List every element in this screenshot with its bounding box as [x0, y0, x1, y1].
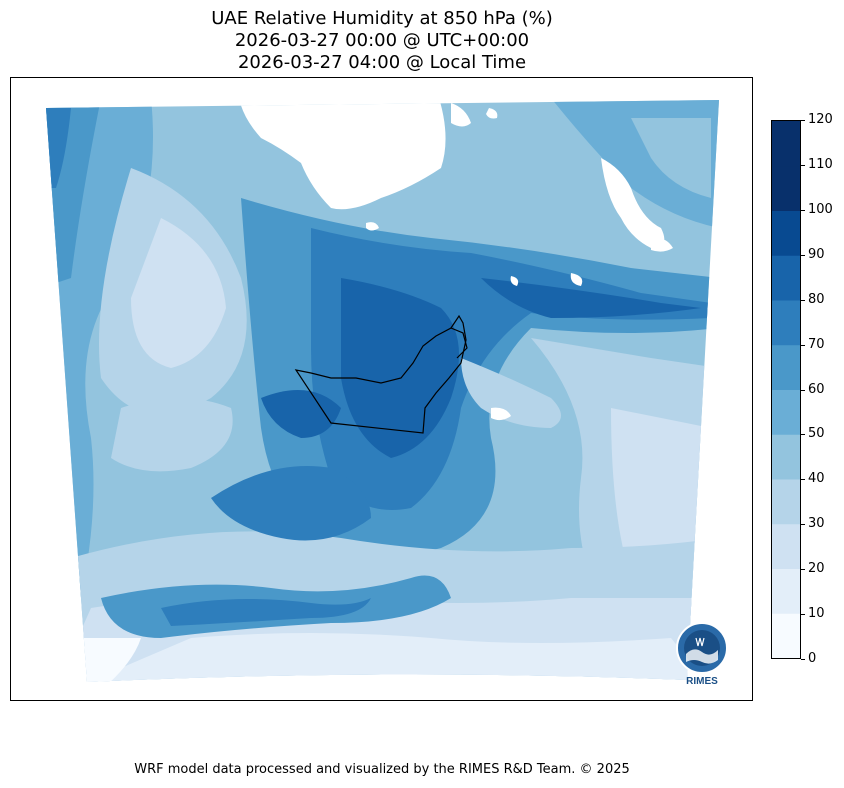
colorbar-tick-mark	[801, 569, 805, 571]
colorbar-tick-mark	[801, 254, 805, 256]
colorbar-tick-label: 90	[808, 246, 825, 262]
map-subtitle-utc: 2026-03-27 00:00 @ UTC+00:00	[234, 30, 530, 51]
colorbar-segment	[772, 121, 800, 167]
colorbar-segment	[772, 165, 800, 211]
colorbar-tick-mark	[801, 479, 805, 481]
colorbar-tick-label: 100	[808, 201, 833, 217]
map-panel	[10, 77, 753, 701]
colorbar-tick-mark	[801, 659, 805, 660]
rimes-logo-graphic	[676, 622, 728, 674]
colorbar-segment	[772, 479, 800, 525]
colorbar-tick-label: 10	[808, 606, 825, 622]
colorbar-tick-label: 20	[808, 561, 825, 577]
colorbar-tick-label: 40	[808, 471, 825, 487]
map-title: UAE Relative Humidity at 850 hPa (%)	[211, 8, 553, 29]
colorbar-tick-label: 60	[808, 381, 825, 397]
colorbar-segment	[772, 300, 800, 346]
colorbar-segment	[772, 389, 800, 435]
colorbar-tick-label: 50	[808, 426, 825, 442]
colorbar-tick-mark	[801, 164, 805, 166]
rimes-logo-text: RIMES	[686, 676, 718, 687]
humidity-map	[46, 100, 719, 682]
colorbar-tick-mark	[801, 209, 805, 211]
footer-credit: WRF model data processed and visualized …	[134, 762, 630, 777]
colorbar-segment	[772, 434, 800, 480]
map-subtitle-local: 2026-03-27 04:00 @ Local Time	[237, 52, 527, 73]
colorbar-segment	[772, 523, 800, 569]
colorbar-tick-mark	[801, 524, 805, 526]
humidity-field	[46, 100, 719, 682]
colorbar-tick-label: 70	[808, 336, 825, 352]
colorbar-tick-mark	[801, 434, 805, 436]
uae-border	[294, 314, 468, 434]
colorbar-segment	[772, 255, 800, 301]
colorbar-segment	[772, 613, 800, 658]
rimes-logo: RIMES	[674, 620, 730, 690]
colorbar-tick-label: 0	[808, 651, 817, 666]
colorbar-gradient	[772, 121, 800, 658]
colorbar-segment	[772, 568, 800, 614]
colorbar-tick-mark	[801, 344, 805, 346]
colorbar-tick-mark	[801, 389, 805, 391]
colorbar-tick-mark	[801, 120, 805, 121]
colorbar-tick-mark	[801, 299, 805, 301]
colorbar-tick-mark	[801, 614, 805, 616]
colorbar-tick-label: 120	[808, 112, 833, 127]
colorbar-segment	[772, 210, 800, 256]
colorbar-tick-label: 80	[808, 291, 825, 307]
colorbar-segment	[772, 344, 800, 390]
colorbar-tick-label: 30	[808, 516, 825, 532]
colorbar	[771, 120, 801, 659]
colorbar-tick-label: 110	[808, 156, 833, 172]
